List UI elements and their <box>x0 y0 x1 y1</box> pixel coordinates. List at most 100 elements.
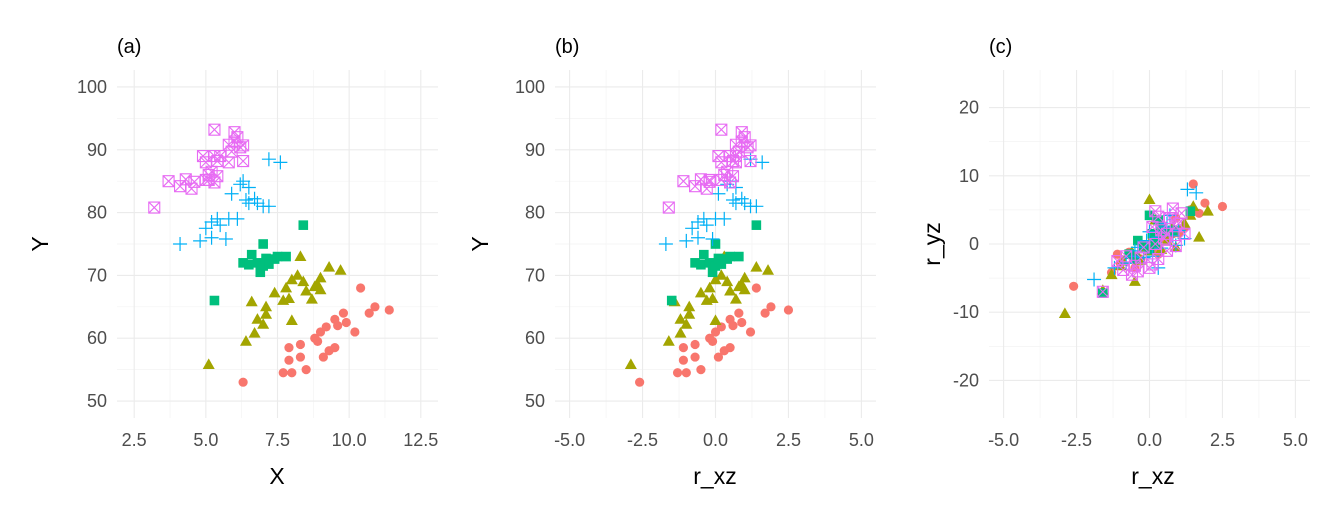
point-g2 <box>297 275 310 287</box>
point-g5 <box>744 155 757 168</box>
point-g1 <box>330 343 340 353</box>
point-g3 <box>252 258 263 268</box>
point-g5 <box>1137 241 1150 254</box>
point-g1 <box>734 308 744 318</box>
point-g3 <box>258 261 268 271</box>
point-g3 <box>272 251 283 262</box>
point-g1 <box>310 333 320 343</box>
panel-a-grid <box>117 70 438 418</box>
point-g2 <box>694 286 707 298</box>
x-tick-label: 5.0 <box>1283 430 1308 450</box>
point-g4 <box>743 152 758 167</box>
point-g2 <box>202 358 215 370</box>
point-g5 <box>712 150 725 163</box>
panel-b-y-tick-labels: 50 60 70 80 90 100 <box>515 77 545 411</box>
point-g5 <box>677 175 690 188</box>
point-g4 <box>261 199 276 214</box>
point-g4 <box>236 174 251 189</box>
point-g3 <box>690 258 700 268</box>
point-g1 <box>737 317 747 328</box>
point-g1 <box>1112 249 1122 259</box>
point-g1 <box>356 283 366 293</box>
point-g3 <box>1098 288 1108 298</box>
point-g2 <box>1143 193 1156 205</box>
point-g5 <box>735 126 748 139</box>
point-g3 <box>713 253 724 264</box>
point-g1 <box>1200 198 1210 208</box>
point-g1 <box>1188 179 1198 189</box>
point-g5 <box>214 150 227 163</box>
y-tick-label: 10 <box>959 166 979 186</box>
point-g4 <box>705 231 720 246</box>
point-g2 <box>300 284 313 296</box>
point-g3 <box>1147 228 1158 239</box>
point-g2 <box>251 313 264 324</box>
point-g3 <box>1124 249 1134 260</box>
point-g2 <box>294 250 307 261</box>
y-tick-label: 0 <box>969 234 979 254</box>
x-tick-label: 0.0 <box>1137 430 1162 450</box>
point-g1 <box>370 302 380 312</box>
point-g1 <box>330 314 340 324</box>
point-g1 <box>321 322 331 332</box>
point-g5 <box>1175 207 1188 220</box>
x-tick-label: 7.5 <box>265 430 290 450</box>
point-g5 <box>715 123 728 136</box>
point-g3 <box>1153 215 1164 225</box>
panel-c-y-tick-labels: -20 -10 0 10 20 <box>953 98 979 391</box>
point-g1 <box>364 308 374 318</box>
panel-a-title: (a) <box>117 36 141 58</box>
panel-a-x-tick-labels: 2.5 5.0 7.5 10.0 12.5 <box>122 430 439 450</box>
point-g3 <box>238 258 248 268</box>
point-g1 <box>681 368 691 378</box>
point-g1 <box>284 343 294 353</box>
point-g2 <box>724 284 737 296</box>
point-g5 <box>202 173 215 186</box>
point-g2 <box>282 292 295 304</box>
point-g5 <box>1149 205 1162 218</box>
point-g2 <box>729 293 742 304</box>
panel-b-y-axis-title: Y <box>467 236 493 251</box>
point-g2 <box>715 269 728 280</box>
x-tick-label: 2.5 <box>1210 430 1235 450</box>
point-g1 <box>384 305 394 315</box>
point-g1 <box>295 339 306 350</box>
point-g2 <box>709 314 722 326</box>
y-tick-label: 20 <box>959 98 979 118</box>
panel-b-title: (b) <box>555 36 579 58</box>
point-g2 <box>1105 268 1118 280</box>
point-g2 <box>291 269 304 280</box>
y-tick-label: 90 <box>525 140 545 160</box>
point-g3 <box>244 259 254 270</box>
point-g1 <box>284 355 294 365</box>
panel-c-y-axis-title: r_yz <box>919 222 945 265</box>
point-g4 <box>273 155 288 170</box>
point-g5 <box>729 156 742 169</box>
point-g4 <box>749 199 764 214</box>
point-g2 <box>1193 230 1206 242</box>
point-g5 <box>726 170 740 183</box>
point-g4 <box>696 211 711 226</box>
point-g5 <box>1169 220 1182 233</box>
point-g2 <box>674 326 687 338</box>
point-g1 <box>725 314 735 324</box>
point-g2 <box>268 286 281 298</box>
point-g5 <box>1131 265 1144 278</box>
point-g4 <box>173 237 188 251</box>
panel-c-points <box>1058 179 1228 318</box>
point-g4 <box>679 233 694 248</box>
point-g1 <box>635 377 645 387</box>
point-g1 <box>745 327 756 337</box>
point-g5 <box>208 123 221 136</box>
point-g3 <box>246 249 257 260</box>
point-g1 <box>766 302 776 312</box>
y-tick-label: 50 <box>87 391 107 411</box>
point-g4 <box>213 218 228 233</box>
y-tick-label: 70 <box>87 265 107 285</box>
point-g3 <box>710 261 721 271</box>
point-g2 <box>762 264 775 275</box>
x-tick-label: 5.0 <box>193 430 218 450</box>
point-g1 <box>341 317 351 328</box>
panel-a-y-tick-labels: 50 60 70 80 90 100 <box>77 77 107 411</box>
